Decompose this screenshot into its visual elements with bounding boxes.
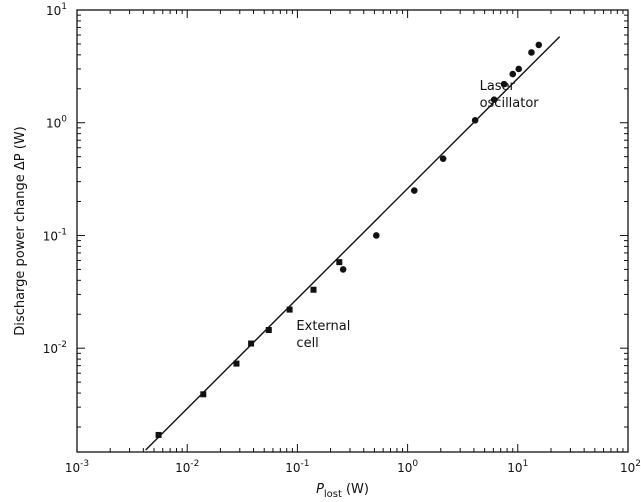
annotation-text: External cell: [296, 319, 350, 351]
x-tick-label-base: 10: [175, 461, 190, 475]
data-point-square: [336, 259, 343, 266]
x-tick-label-base: 10: [507, 461, 522, 475]
annotations: External cell Laser oscillator: [296, 79, 539, 351]
y-axis-label: Discharge power change ΔP (W): [13, 126, 28, 335]
x-tick-label-exp: -1: [301, 459, 310, 469]
x-tick-label: 101: [507, 459, 528, 475]
data-point-square: [200, 391, 207, 398]
data-point-circle: [373, 232, 380, 239]
y-tick-label: 10-1: [43, 227, 67, 243]
data-point-square: [233, 360, 240, 367]
x-axis-label: Plost (W): [316, 482, 369, 500]
x-tick-label: 10-1: [285, 459, 309, 475]
y-tick-label-exp: 1: [61, 2, 67, 12]
y-tick-label-exp: -1: [58, 227, 67, 237]
data-point-circle: [471, 117, 479, 124]
x-tick-label: 10-2: [175, 459, 199, 475]
data-point-circle: [500, 80, 508, 88]
x-tick-label-base: 10: [285, 461, 300, 475]
y-tick-label-base: 10: [43, 342, 58, 356]
y-tick-label-exp: 0: [61, 115, 67, 125]
x-tick-label-exp: 2: [635, 459, 641, 469]
axis-ticks: [76, 9, 629, 452]
x-tick-label: 102: [620, 459, 641, 475]
data-point-circle: [535, 41, 543, 49]
annotation-line: Laser: [480, 79, 516, 94]
data-point-square: [155, 431, 162, 438]
fit-line: [145, 36, 561, 451]
annotation-line: oscillator: [480, 96, 540, 111]
x-tick-label-exp: 0: [412, 459, 418, 469]
data-point-square: [286, 306, 293, 313]
y-tick-label-base: 10: [43, 229, 58, 243]
data-point-circle: [339, 266, 347, 273]
y-tick-label: 100: [46, 115, 67, 131]
x-tick-label-base: 10: [397, 461, 412, 475]
y-tick-label-exp: -2: [58, 340, 67, 350]
y-tick-label-base: 10: [46, 4, 61, 18]
annotation-text: Laser oscillator: [480, 79, 540, 111]
x-tick-label-base: 10: [65, 461, 80, 475]
data-point-circle: [528, 49, 535, 56]
y-tick-label: 101: [46, 2, 67, 18]
x-axis-label-sub: lost: [324, 489, 342, 500]
x-axis-label-unit: (W): [346, 482, 369, 497]
data-point-square: [310, 286, 317, 293]
annotation-line: External: [296, 319, 350, 334]
data-point-circle: [490, 96, 498, 104]
data-point-circle: [439, 155, 447, 162]
data-point-square: [248, 340, 255, 347]
data-points: [155, 41, 543, 438]
x-tick-label: 10-3: [65, 459, 89, 475]
x-axis-label-main: P: [316, 482, 324, 497]
x-tick-label-exp: 1: [523, 459, 529, 469]
x-tick-label-base: 10: [620, 461, 635, 475]
x-tick-label-exp: -3: [80, 459, 89, 469]
data-point-square: [265, 327, 272, 334]
plot-frame: [76, 9, 629, 453]
y-tick-label: 10-2: [43, 340, 67, 356]
data-point-circle: [515, 65, 523, 73]
y-tick-label-base: 10: [46, 117, 61, 131]
x-tick-label-exp: -2: [190, 459, 199, 469]
data-point-circle: [509, 70, 517, 78]
x-tick-label: 100: [397, 459, 418, 475]
annotation-line: cell: [296, 336, 318, 351]
data-point-circle: [410, 187, 418, 194]
